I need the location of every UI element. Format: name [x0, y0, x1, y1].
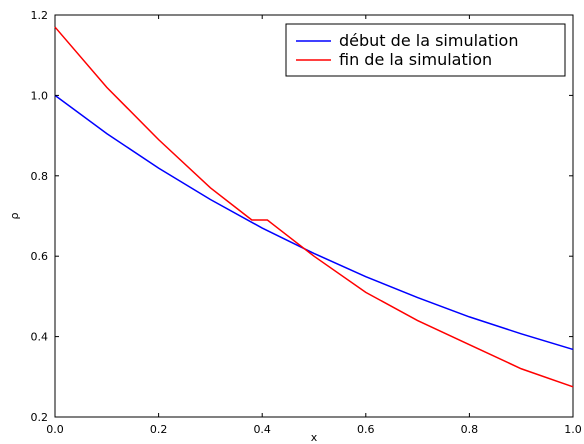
x-tick-label: 1.0: [564, 423, 582, 436]
series-layer: [54, 26, 574, 388]
y-tick-label: 0.8: [31, 170, 49, 183]
y-tick-label: 1.2: [31, 9, 49, 22]
x-tick-label: 0.4: [253, 423, 271, 436]
x-tick-label: 0.6: [357, 423, 375, 436]
x-tick-label: 0.8: [461, 423, 479, 436]
y-axis-label: ρ: [8, 212, 21, 219]
y-tick-label: 1.0: [31, 89, 49, 102]
legend-box: [285, 23, 566, 77]
series-fin-line: [54, 26, 574, 388]
x-tick-label: 0.2: [150, 423, 168, 436]
y-tick-label: 0.2: [31, 411, 49, 424]
legend-debut-label: début de la simulation: [339, 31, 518, 50]
x-tick-label: 0.0: [46, 423, 64, 436]
y-tick-label: 0.6: [31, 250, 49, 263]
legend-fin-label: fin de la simulation: [339, 50, 492, 69]
ticks-layer: 0.0 0.2 0.4 0.6 0.8 1.00.20.40.60.81.01.2: [31, 9, 582, 436]
series-debut-line: [54, 94, 574, 351]
plot-area: [54, 14, 574, 418]
x-axis-label: x: [311, 431, 318, 444]
y-tick-label: 0.4: [31, 331, 49, 344]
